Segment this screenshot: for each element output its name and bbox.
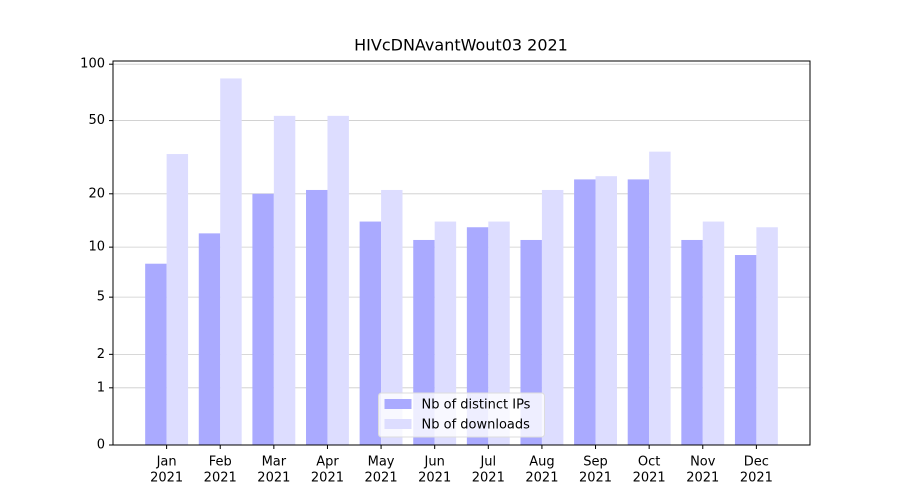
bar [488, 221, 510, 445]
bar [145, 263, 167, 445]
x-tick-label: 2021 [579, 471, 612, 486]
bar [381, 189, 403, 445]
x-tick-label: Nov [690, 455, 716, 470]
bar [466, 227, 489, 445]
y-tick-label: 2 [97, 347, 105, 362]
bar [198, 233, 221, 445]
bar [756, 227, 778, 445]
legend-swatch [384, 419, 412, 429]
x-tick-label: Jun [424, 455, 445, 470]
plot-frame [112, 60, 811, 446]
y-tick-label: 5 [97, 290, 105, 305]
chart-title: HIVcDNAvantWout03 2021 [354, 36, 568, 55]
legend-box [378, 392, 545, 438]
y-tick-label: 50 [88, 113, 105, 128]
bar [734, 255, 757, 445]
x-tick-label: 2021 [525, 471, 558, 486]
x-tick-label: Dec [744, 455, 769, 470]
bar [252, 193, 274, 445]
x-tick-label: May [368, 455, 395, 470]
y-tick-label: 0 [97, 438, 105, 453]
y-tick-label: 20 [88, 186, 105, 201]
x-tick-label: Oct [638, 455, 660, 470]
x-tick-label: 2021 [257, 471, 290, 486]
legend-label: Nb of distinct IPs [422, 398, 531, 413]
bar [681, 239, 703, 445]
y-tick-label: 100 [80, 57, 105, 72]
bar [273, 115, 296, 446]
bar [702, 221, 725, 445]
x-tick-label: Aug [529, 455, 554, 470]
x-tick-label: Sep [583, 455, 608, 470]
x-tick-label: 2021 [472, 471, 505, 486]
bar [306, 189, 328, 445]
legend: Nb of distinct IPs Nb of downloads [378, 392, 545, 438]
x-tick-label: Jan [156, 455, 177, 470]
bar [574, 179, 596, 445]
x-tick-label: Mar [262, 455, 287, 470]
bar [166, 154, 189, 445]
bar [541, 189, 564, 445]
x-tick-label: 2021 [204, 471, 237, 486]
bar [359, 221, 382, 445]
y-tick-label: 1 [97, 380, 105, 395]
x-tick-label: 2021 [686, 471, 719, 486]
bar [627, 179, 650, 445]
x-tick-label: 2021 [418, 471, 451, 486]
x-tick-label: Jul [479, 455, 496, 470]
x-tick-label: 2021 [365, 471, 398, 486]
legend-label: Nb of downloads [422, 418, 531, 433]
x-tick-label: 2021 [633, 471, 666, 486]
x-tick-label: Feb [209, 455, 232, 470]
bar [220, 78, 242, 446]
x-tick-label: 2021 [740, 471, 773, 486]
bar [434, 221, 457, 445]
y-tick-label: 10 [88, 240, 105, 255]
bar [327, 115, 349, 446]
legend-swatch [384, 399, 412, 409]
x-tick-label: 2021 [150, 471, 183, 486]
bar [649, 151, 671, 445]
bar [595, 176, 617, 445]
x-tick-label: Apr [316, 455, 339, 470]
x-tick-label: 2021 [311, 471, 344, 486]
